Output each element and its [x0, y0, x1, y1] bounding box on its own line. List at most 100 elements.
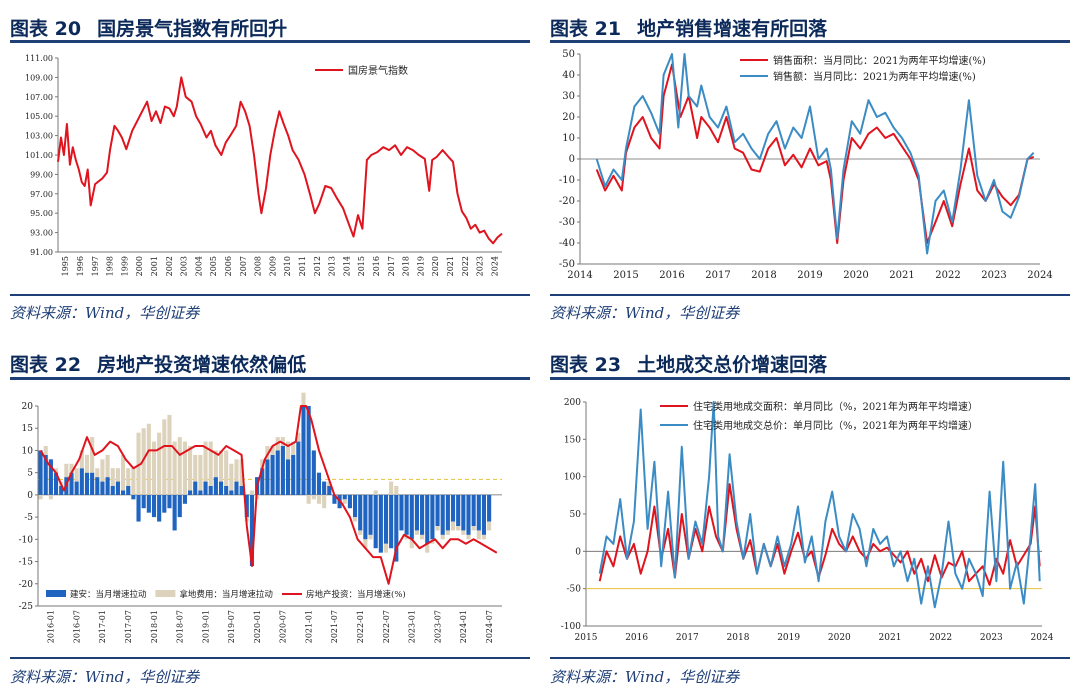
- y-tick-label: 95.00: [30, 209, 53, 218]
- y-tick-label: 20: [562, 112, 575, 123]
- bar: [347, 494, 352, 509]
- bar: [420, 494, 425, 535]
- x-tick-label: 1996: [76, 256, 85, 276]
- y-tick-label: 0: [569, 154, 575, 165]
- bar: [285, 459, 291, 495]
- x-tick-label: 2016: [659, 270, 684, 281]
- bar: [198, 454, 203, 491]
- bar: [126, 486, 131, 495]
- x-tick-label: 2018-01: [150, 610, 159, 643]
- x-tick-label: 2023: [476, 256, 485, 276]
- y-tick-label: 0: [27, 491, 33, 501]
- y-tick-label: 101.00: [25, 151, 53, 160]
- bar: [208, 486, 213, 495]
- x-tick-label: 2024-01: [459, 610, 468, 643]
- x-tick-label: 2009: [268, 256, 277, 276]
- bar: [249, 494, 255, 566]
- bar: [141, 494, 146, 509]
- bar: [327, 486, 332, 495]
- y-tick-label: 91.00: [30, 248, 53, 257]
- legend-label: 住宅类用地成交总价：单月同比（%，2021年为两年平均增速）: [693, 419, 978, 432]
- bar: [48, 494, 53, 500]
- bar: [322, 494, 327, 509]
- y-tick-label: 93.00: [30, 229, 53, 238]
- y-tick-label: -25: [19, 602, 34, 612]
- bar: [260, 459, 265, 469]
- bar: [100, 459, 105, 482]
- bar: [291, 441, 296, 455]
- bar: [316, 494, 322, 504]
- bar: [182, 494, 187, 504]
- x-tick-label: 2021-07: [330, 610, 339, 643]
- y-tick-label: 15: [22, 424, 34, 434]
- x-tick-label: 2016: [625, 633, 648, 643]
- bar: [157, 432, 162, 495]
- y-tick-label: 40: [562, 70, 575, 81]
- source-note: 资料来源：Wind，华创证券: [550, 668, 740, 686]
- bar: [239, 486, 244, 495]
- source-rule: [550, 657, 1070, 659]
- legend-label: 房地产投资：当月增速(%): [306, 589, 406, 600]
- bar: [131, 494, 136, 500]
- bar: [136, 494, 141, 522]
- bar: [244, 494, 249, 518]
- bar: [353, 517, 358, 522]
- bar: [368, 494, 373, 535]
- bar: [115, 468, 120, 482]
- y-tick-label: 30: [562, 91, 575, 102]
- x-tick-label: 2020: [431, 256, 440, 276]
- x-tick-label: 2005: [209, 256, 218, 276]
- bar: [172, 494, 177, 531]
- x-tick-label: 2021: [889, 270, 914, 281]
- bar: [363, 539, 368, 549]
- bar: [368, 534, 373, 540]
- x-tick-label: 2017: [676, 633, 699, 643]
- bar: [48, 459, 53, 495]
- bar: [265, 446, 270, 460]
- chart-fig23: -100 -50 0 50 100 150 200 2015 2016 2017 2018 2019 2…: [561, 398, 1054, 643]
- bar: [38, 450, 43, 495]
- x-tick-label: 2016-01: [47, 610, 56, 643]
- title-rule: [550, 40, 1070, 43]
- bar: [167, 414, 172, 495]
- x-tick-label: 2020-07: [279, 610, 288, 643]
- legend-label: 住宅类用地成交面积：单月同比（%，2021年为两年平均增速）: [693, 400, 978, 413]
- series-line: [595, 53, 1035, 255]
- bar: [115, 481, 120, 495]
- x-tick-label: 2019: [797, 270, 822, 281]
- bar: [69, 463, 74, 473]
- bar: [306, 494, 311, 504]
- bar: [100, 481, 105, 495]
- x-tick-label: 2021: [879, 633, 902, 643]
- bar: [193, 454, 198, 482]
- title-rule: [10, 40, 530, 43]
- bar: [90, 472, 95, 495]
- bar: [249, 490, 255, 495]
- bar: [301, 392, 306, 406]
- bar: [409, 494, 414, 540]
- y-tick-label: -10: [559, 175, 575, 186]
- bar: [218, 450, 224, 482]
- bar: [296, 441, 301, 495]
- bar: [59, 486, 64, 495]
- bar: [239, 459, 244, 486]
- bar: [182, 441, 187, 495]
- x-tick-label: 2021-01: [304, 610, 313, 643]
- bar: [456, 526, 461, 531]
- bar: [296, 432, 301, 442]
- title-rule: [550, 377, 1070, 380]
- bar: [445, 530, 450, 535]
- x-tick-label: 2023: [980, 633, 1003, 643]
- bar: [234, 459, 239, 482]
- bar: [53, 472, 59, 495]
- bar: [157, 494, 162, 522]
- bar: [260, 468, 265, 495]
- bar: [435, 494, 440, 526]
- bar: [172, 441, 177, 495]
- bar: [84, 472, 90, 495]
- y-tick-label: 103.00: [25, 132, 53, 141]
- bar: [275, 450, 280, 495]
- y-tick-label: -20: [19, 580, 34, 590]
- y-tick-label: -50: [567, 585, 582, 595]
- x-tick-label: 2006: [224, 256, 233, 276]
